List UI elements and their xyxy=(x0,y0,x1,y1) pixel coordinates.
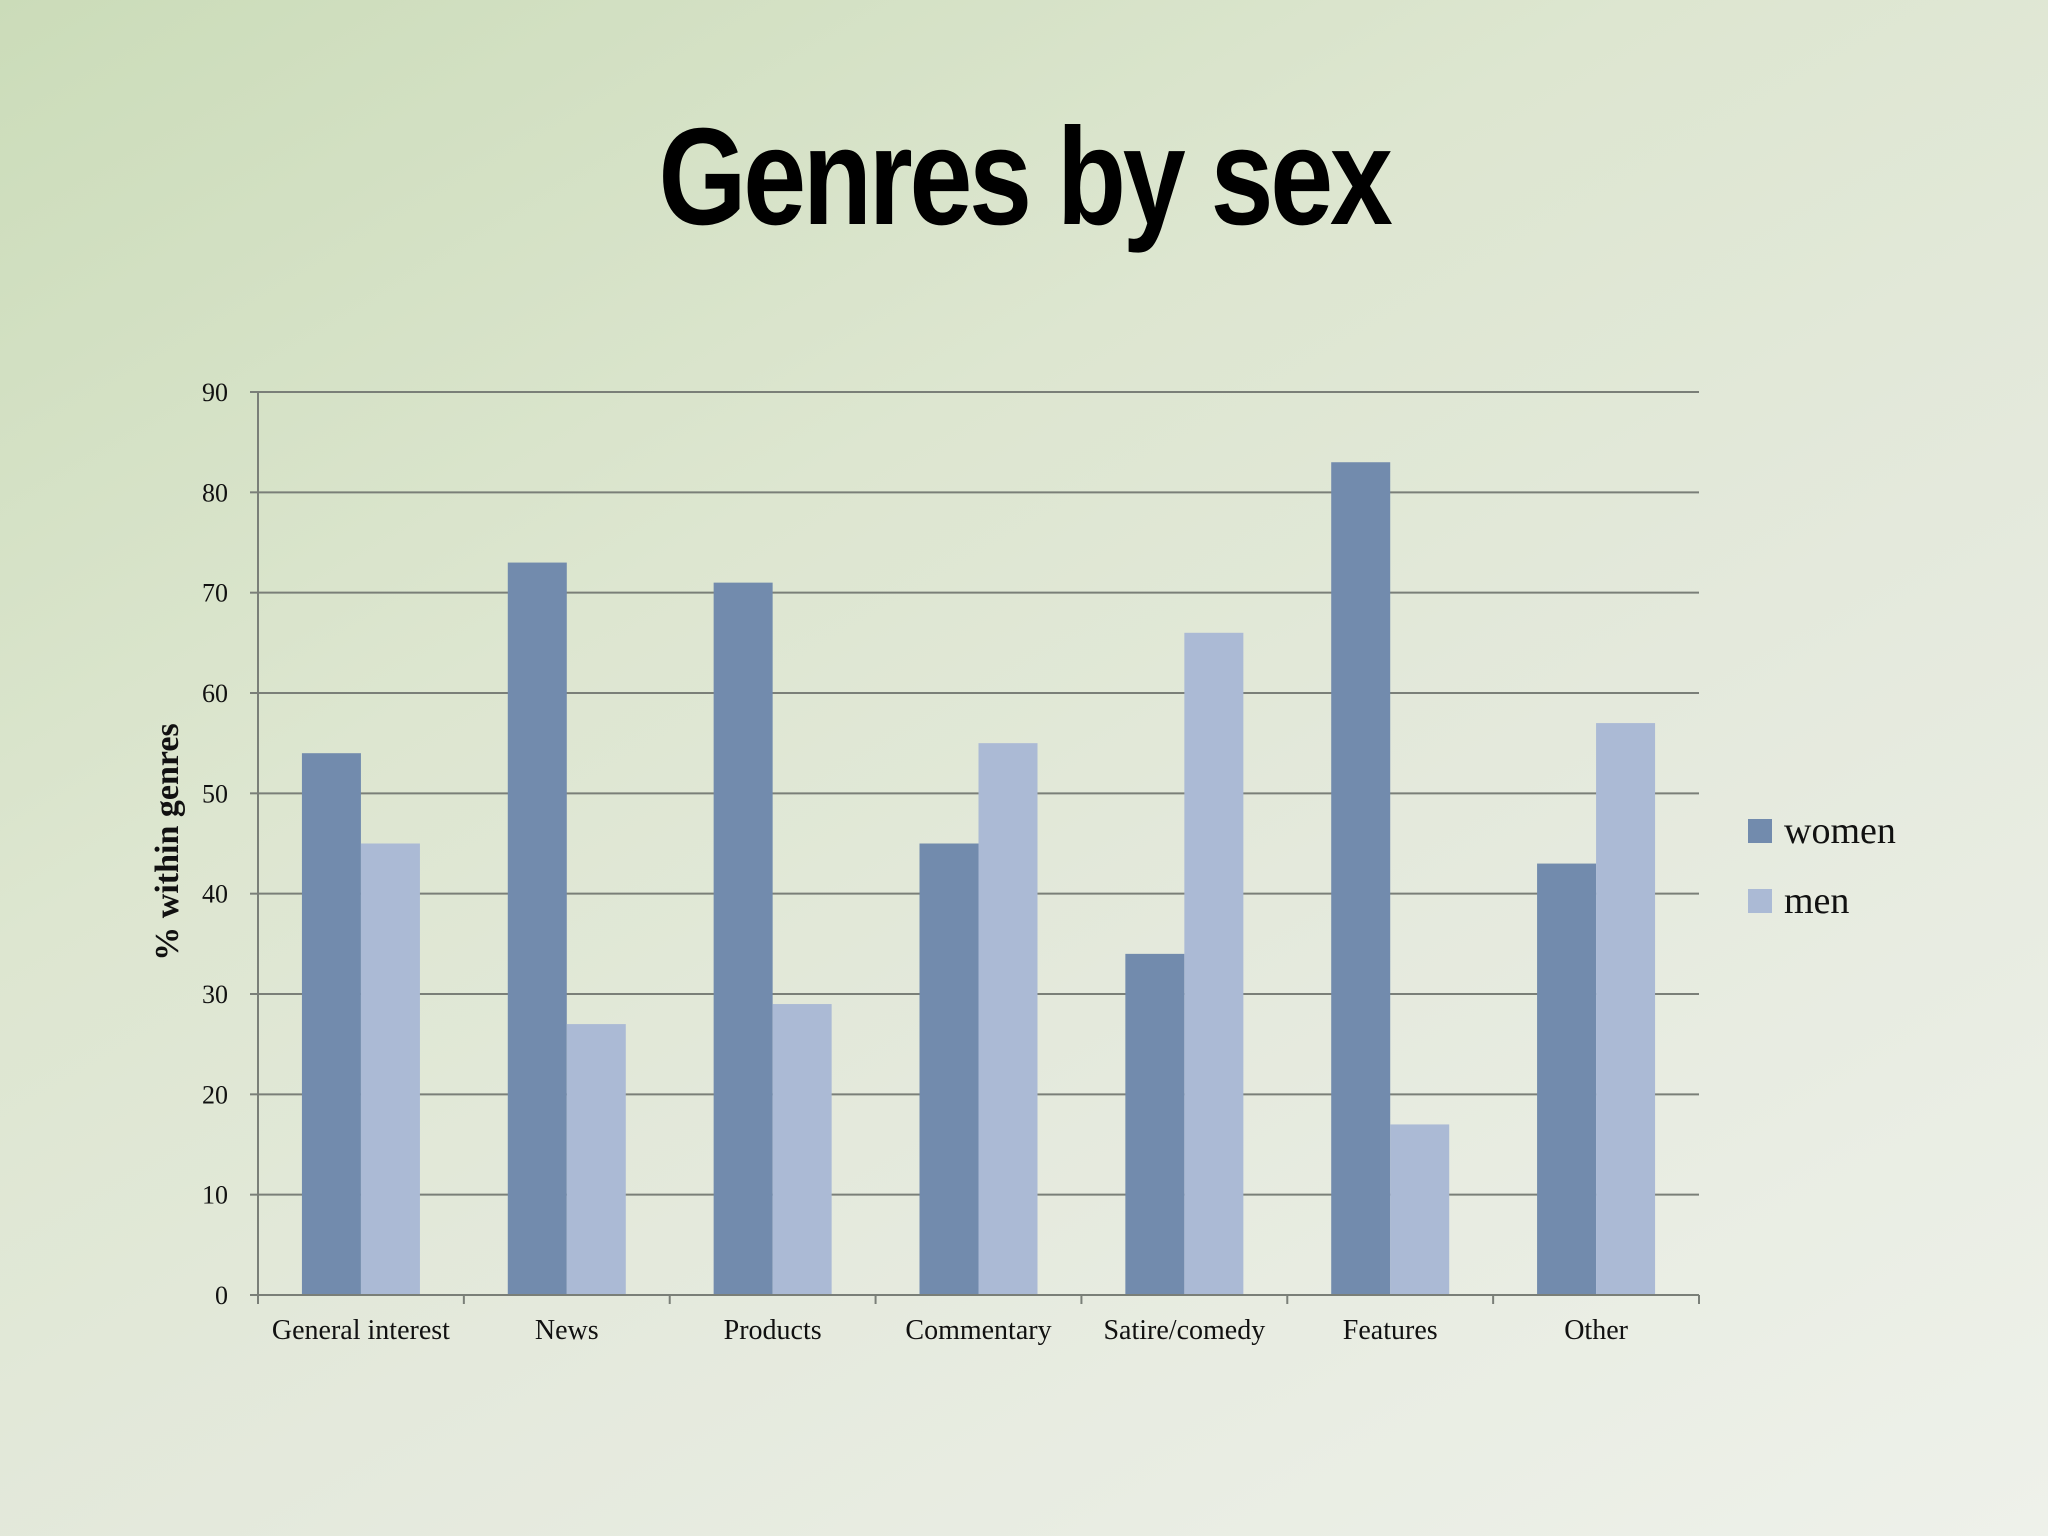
bar-men xyxy=(360,843,420,1295)
bar-men xyxy=(772,1004,832,1295)
x-tick-label: News xyxy=(535,1315,599,1346)
bar-women xyxy=(919,843,979,1295)
y-tick-label: 40 xyxy=(202,880,228,909)
x-tick-label: Features xyxy=(1343,1315,1438,1346)
y-tick-label: 30 xyxy=(202,980,228,1009)
bar-men xyxy=(566,1024,626,1295)
legend-label-women: women xyxy=(1784,810,1896,852)
y-tick-label: 20 xyxy=(202,1080,228,1109)
chart-legend: women men xyxy=(1748,806,1896,946)
y-tick-label: 90 xyxy=(202,378,228,407)
legend-swatch-women xyxy=(1748,819,1772,843)
x-tick-label: General interest xyxy=(272,1315,450,1346)
x-tick-label: Products xyxy=(724,1315,822,1346)
y-axis-title: % within genres xyxy=(149,723,186,960)
y-tick-label: 10 xyxy=(202,1181,228,1210)
bars xyxy=(301,462,1656,1295)
legend-label-men: men xyxy=(1784,880,1850,922)
bar-women xyxy=(1537,863,1597,1295)
bar-men xyxy=(1184,632,1244,1295)
legend-item-women: women xyxy=(1748,806,1896,856)
bar-women xyxy=(1331,462,1391,1295)
x-tick-label: Satire/comedy xyxy=(1103,1315,1265,1346)
legend-item-men: men xyxy=(1748,876,1896,926)
y-tick-label: 70 xyxy=(202,579,228,608)
bar-women xyxy=(507,562,567,1295)
bar-women xyxy=(1125,953,1185,1295)
chart-title: Genres by sex xyxy=(658,100,1392,254)
axis-labels: 0 10 20 30 40 50 60 70 80 90 General interest News P… xyxy=(202,378,1629,1346)
bar-men xyxy=(978,743,1038,1295)
bar-women xyxy=(301,753,361,1295)
axes xyxy=(250,391,1700,1304)
y-tick-label: 50 xyxy=(202,779,228,808)
bar-men xyxy=(1390,1124,1450,1295)
x-tick-label: Commentary xyxy=(905,1315,1051,1346)
bar-women xyxy=(713,582,773,1295)
bar-men xyxy=(1596,723,1656,1295)
legend-swatch-men xyxy=(1748,889,1772,913)
y-tick-label: 80 xyxy=(202,478,228,507)
y-tick-label: 60 xyxy=(202,679,228,708)
x-tick-label: Other xyxy=(1564,1315,1628,1346)
y-tick-label: 0 xyxy=(215,1281,228,1310)
